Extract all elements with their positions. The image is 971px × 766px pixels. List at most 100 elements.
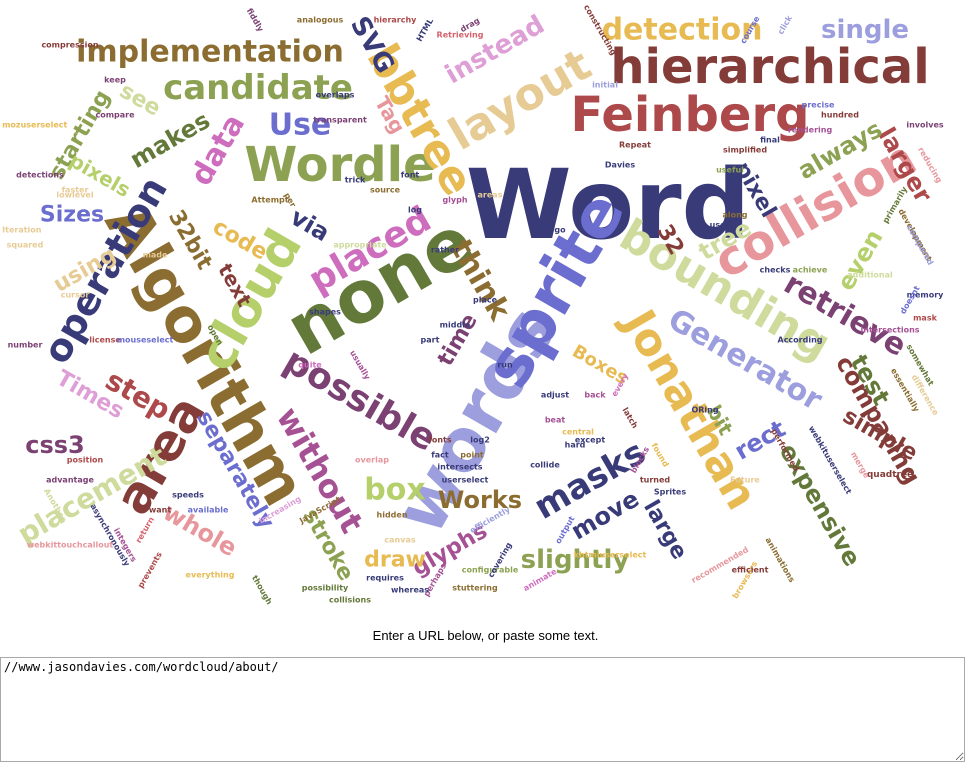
- cloud-word-rather[interactable]: rather: [431, 246, 459, 255]
- cloud-word-css3[interactable]: css3: [25, 431, 85, 459]
- cloud-word-uses[interactable]: uses: [710, 221, 731, 230]
- cloud-word-latch[interactable]: latch: [621, 406, 640, 430]
- cloud-word-beat[interactable]: beat: [545, 416, 566, 425]
- cloud-word-position[interactable]: position: [67, 456, 104, 465]
- cloud-word-prevents[interactable]: prevents: [136, 550, 164, 589]
- cloud-word-lowlevel[interactable]: lowlevel: [56, 191, 93, 200]
- cloud-word-userselect[interactable]: userselect: [442, 476, 489, 485]
- cloud-word-hundred[interactable]: hundred: [821, 111, 859, 120]
- cloud-word-candidate[interactable]: candidate: [163, 68, 353, 108]
- cloud-word-middle[interactable]: middle: [440, 321, 471, 330]
- cloud-word-overlap[interactable]: overlap: [355, 456, 389, 465]
- cloud-word-available[interactable]: available: [188, 506, 229, 515]
- cloud-word-use[interactable]: Use: [269, 108, 332, 143]
- cloud-word-collide[interactable]: collide: [530, 461, 560, 470]
- cloud-word-mask[interactable]: mask: [913, 314, 937, 323]
- cloud-word-canvas[interactable]: canvas: [384, 536, 415, 545]
- cloud-word-place[interactable]: place: [473, 296, 498, 305]
- cloud-word-adjust[interactable]: adjust: [541, 391, 569, 400]
- cloud-word-overlaps[interactable]: overlaps: [316, 91, 355, 100]
- cloud-word-configurable[interactable]: configurable: [462, 566, 519, 575]
- cloud-word-though[interactable]: though: [250, 574, 274, 607]
- cloud-word-initial[interactable]: initial: [592, 81, 618, 90]
- cloud-word-future[interactable]: Future: [730, 476, 760, 485]
- cloud-word-sprites[interactable]: Sprites: [654, 488, 686, 497]
- cloud-word-go[interactable]: go: [554, 226, 566, 235]
- cloud-word-transparent[interactable]: transparent: [313, 116, 367, 125]
- cloud-word-html[interactable]: HTML: [415, 17, 435, 43]
- cloud-word-additional[interactable]: additional: [847, 271, 893, 280]
- cloud-word-return[interactable]: return: [134, 515, 156, 544]
- cloud-word-possibility[interactable]: possibility: [302, 584, 349, 593]
- cloud-word-appropriate[interactable]: appropriate: [333, 241, 387, 250]
- cloud-word-repeat[interactable]: Repeat: [619, 141, 651, 150]
- cloud-word-wordle[interactable]: Wordle: [244, 137, 435, 193]
- cloud-word-source[interactable]: source: [370, 186, 401, 195]
- cloud-word-fact[interactable]: fact: [431, 451, 449, 460]
- cloud-word-slightly[interactable]: slightly: [521, 545, 630, 575]
- cloud-word-run[interactable]: run: [497, 361, 513, 370]
- cloud-word-advantage[interactable]: advantage: [46, 476, 94, 485]
- cloud-word-stuttering[interactable]: stuttering: [452, 584, 498, 593]
- cloud-word-useful[interactable]: useful: [716, 166, 744, 175]
- cloud-word-back[interactable]: back: [584, 391, 606, 400]
- cloud-word-collisions[interactable]: collisions: [329, 596, 371, 605]
- cloud-word-word[interactable]: Word: [466, 149, 750, 261]
- cloud-word-checks[interactable]: checks: [760, 266, 791, 275]
- cloud-word-simplified[interactable]: simplified: [723, 146, 767, 155]
- cloud-word-central[interactable]: central: [562, 428, 594, 437]
- cloud-word-fonts[interactable]: fonts: [428, 436, 451, 445]
- cloud-word-hierarchical[interactable]: hierarchical: [610, 39, 929, 95]
- cloud-word-part[interactable]: part: [421, 336, 440, 345]
- cloud-word-click[interactable]: click: [776, 13, 794, 36]
- cloud-word-analogous[interactable]: analogous: [297, 16, 344, 25]
- cloud-word-whereas[interactable]: whereas: [391, 586, 429, 595]
- cloud-word-even[interactable]: even: [832, 225, 889, 296]
- cloud-word-made[interactable]: made: [143, 251, 168, 260]
- cloud-word-final[interactable]: final: [760, 136, 780, 145]
- cloud-word-animations[interactable]: animations: [764, 536, 797, 584]
- url-textarea[interactable]: [0, 657, 965, 762]
- cloud-word-efficient[interactable]: efficient: [732, 566, 769, 575]
- cloud-word-davies[interactable]: Davies: [605, 161, 635, 170]
- cloud-word-hidden[interactable]: hidden: [376, 511, 407, 520]
- cloud-word-hierarchy[interactable]: hierarchy: [374, 16, 418, 25]
- cloud-word-faster[interactable]: faster: [62, 186, 89, 195]
- cloud-word-cursor[interactable]: cursor: [61, 291, 90, 300]
- cloud-word-speeds[interactable]: speeds: [172, 491, 204, 500]
- cloud-word-implementation[interactable]: implementation: [76, 35, 344, 70]
- cloud-word-doesnt[interactable]: doesnt: [898, 284, 921, 315]
- cloud-word-shapes[interactable]: shapes: [309, 308, 341, 317]
- cloud-word-mozuserselect[interactable]: mozuserselect: [2, 121, 67, 130]
- cloud-word-except[interactable]: except: [575, 436, 605, 445]
- cloud-word-draw[interactable]: draw: [364, 548, 426, 573]
- cloud-word-hard[interactable]: hard: [565, 441, 586, 450]
- cloud-word-khtmluserselect[interactable]: khtmluserselect: [574, 551, 647, 560]
- cloud-word-sizes[interactable]: Sizes: [40, 203, 104, 228]
- cloud-word-number[interactable]: number: [8, 341, 43, 350]
- cloud-word-want[interactable]: want: [149, 506, 171, 515]
- cloud-word-box[interactable]: box: [364, 473, 425, 508]
- cloud-word-oring[interactable]: ORing: [691, 406, 718, 415]
- cloud-word-merge[interactable]: merge: [849, 450, 872, 480]
- cloud-word-quadtree[interactable]: quadtree: [867, 470, 913, 480]
- cloud-word-keep[interactable]: keep: [104, 76, 126, 85]
- cloud-word-involves[interactable]: involves: [906, 121, 944, 130]
- cloud-word-trick[interactable]: trick: [345, 176, 366, 185]
- cloud-word-attempt[interactable]: Attempt: [251, 196, 288, 205]
- cloud-word-turned[interactable]: turned: [640, 476, 671, 485]
- cloud-word-areas[interactable]: areas: [478, 191, 503, 200]
- cloud-word-feinberg[interactable]: Feinberg: [571, 87, 810, 143]
- cloud-word-precise[interactable]: precise: [802, 101, 835, 110]
- cloud-word-squared[interactable]: squared: [7, 241, 44, 250]
- cloud-word-rendering[interactable]: rendering: [788, 126, 833, 135]
- cloud-word-detections[interactable]: detections: [16, 171, 64, 180]
- cloud-word-works[interactable]: Works: [438, 486, 522, 514]
- cloud-word-log2[interactable]: log2: [470, 436, 490, 445]
- cloud-word-license[interactable]: license: [89, 336, 121, 345]
- cloud-word-intersections[interactable]: intersections: [860, 326, 919, 335]
- cloud-word-point[interactable]: point: [460, 451, 484, 460]
- cloud-word-quite[interactable]: quite: [298, 361, 322, 370]
- cloud-word-memory[interactable]: memory: [907, 291, 945, 300]
- cloud-word-retrieving[interactable]: Retrieving: [437, 31, 484, 40]
